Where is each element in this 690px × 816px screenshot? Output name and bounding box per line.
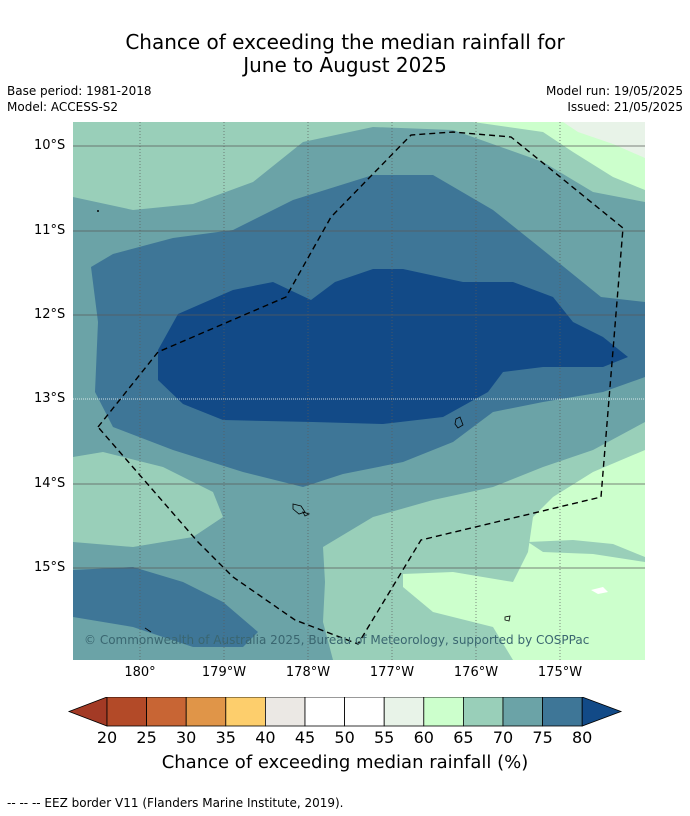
lat-label-13s: 13°S xyxy=(34,391,66,406)
island-d xyxy=(504,615,511,622)
footer-note: -- -- -- EEZ border V11 (Flanders Marine… xyxy=(7,796,344,810)
lon-label-178w: 178°W xyxy=(285,665,331,680)
colorbar-bin xyxy=(462,697,504,727)
island-a xyxy=(454,416,464,429)
issued-date: Issued: 21/05/2025 xyxy=(567,100,683,114)
lon-label-180: 180° xyxy=(124,665,156,680)
island-f xyxy=(96,210,99,213)
colorbar-tick-label: 40 xyxy=(255,728,276,747)
eez-border xyxy=(97,131,624,645)
map-svg xyxy=(73,122,645,660)
colorbar-tick-label: 30 xyxy=(176,728,197,747)
meta-right: Model run: 19/05/2025 Issued: 21/05/2025 xyxy=(546,83,683,115)
base-period: Base period: 1981-2018 xyxy=(7,84,152,98)
copyright-text: © Commonwealth of Australia 2025, Bureau… xyxy=(84,633,590,647)
title-line-1: Chance of exceeding the median rainfall … xyxy=(125,30,565,54)
colorbar-tick-label: 50 xyxy=(334,728,355,747)
contour-65-70-north xyxy=(73,122,645,210)
colorbar xyxy=(67,697,623,727)
colorbar-tick-label: 25 xyxy=(136,728,157,747)
colorbar-bin xyxy=(146,697,187,727)
colorbar-bin xyxy=(106,697,147,727)
model-name: Model: ACCESS-S2 xyxy=(7,100,119,114)
lon-label-176w: 176°W xyxy=(453,665,499,680)
colorbar-tick-label: 60 xyxy=(413,728,434,747)
lat-label-10s: 10°S xyxy=(34,138,66,153)
chart-title: Chance of exceeding the median rainfall … xyxy=(0,31,690,77)
title-line-2: June to August 2025 xyxy=(243,53,447,77)
colorbar-bin xyxy=(383,697,425,727)
colorbar-bin xyxy=(542,697,583,727)
graticule xyxy=(73,122,645,660)
colorbar-bin xyxy=(225,697,266,727)
colorbar-tick-label: 65 xyxy=(453,728,474,747)
colorbar-bin xyxy=(344,697,385,727)
colorbar-arrow-high xyxy=(581,697,623,727)
contour-60-65-southeast xyxy=(403,450,645,660)
model-run: Model run: 19/05/2025 xyxy=(545,84,683,98)
lat-label-15s: 15°S xyxy=(34,560,66,575)
colorbar-bin xyxy=(502,697,543,727)
contour-80-plus xyxy=(158,269,628,424)
island-c xyxy=(302,511,311,517)
lat-label-11s: 11°S xyxy=(34,223,66,238)
colorbar-bin xyxy=(304,697,345,727)
lon-label-179w: 179°W xyxy=(201,665,247,680)
contour-65-70-west xyxy=(73,452,223,547)
colorbar-tick-label: 70 xyxy=(492,728,514,747)
lat-label-12s: 12°S xyxy=(34,307,66,322)
colorbar-bin xyxy=(264,697,306,727)
lon-label-175w: 175°W xyxy=(537,665,583,680)
contour-55-60-northeast xyxy=(563,122,645,158)
contour-75-80-southwest xyxy=(73,567,258,647)
colorbar-title: Chance of exceeding median rainfall (%) xyxy=(161,752,529,773)
contour-50-55-speck xyxy=(591,587,608,594)
island-b xyxy=(292,503,306,515)
lon-label-177w: 177°W xyxy=(369,665,415,680)
colorbar-tick-label: 35 xyxy=(215,728,236,747)
colorbar-tick-label: 20 xyxy=(96,728,118,747)
colorbar-arrow-low xyxy=(67,697,108,727)
island-outlines xyxy=(96,210,511,633)
contour-65-70-southeast-strip xyxy=(528,540,645,562)
colorbar-tick-label: 80 xyxy=(572,728,593,747)
island-e xyxy=(144,627,152,633)
rainfall-map: © Commonwealth of Australia 2025, Bureau… xyxy=(73,122,645,660)
meta-left: Base period: 1981-2018 Model: ACCESS-S2 xyxy=(7,83,152,115)
colorbar-bin xyxy=(423,697,464,727)
colorbar-tick-label: 75 xyxy=(532,728,553,747)
colorbar-tick-label: 55 xyxy=(374,728,395,747)
colorbar-bin xyxy=(185,697,227,727)
lat-label-14s: 14°S xyxy=(34,476,66,491)
colorbar-tick-label: 45 xyxy=(294,728,316,747)
